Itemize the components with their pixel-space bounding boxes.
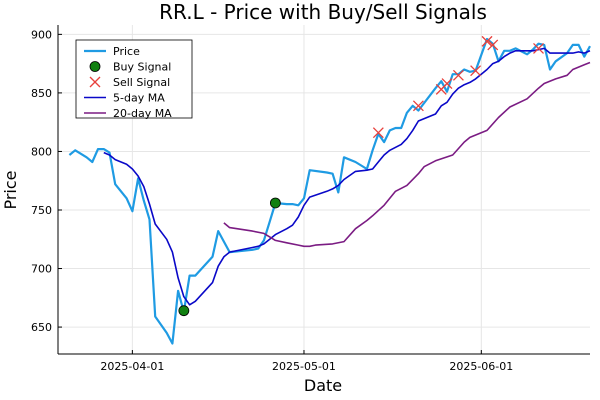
plot-area bbox=[68, 35, 591, 345]
x-tick-label: 2025-05-01 bbox=[272, 360, 336, 373]
sell-signal-stroke bbox=[470, 65, 482, 77]
legend-swatch bbox=[89, 61, 101, 72]
sell-signal-stroke bbox=[372, 127, 384, 139]
legend-box bbox=[75, 39, 193, 119]
legend: Price Buy Signal Sell Signal 5-day MA 20-day… bbox=[75, 39, 193, 120]
sell-signal-stroke bbox=[412, 100, 424, 112]
legend-entry-5-day-ma: 5-day MA bbox=[84, 92, 165, 105]
y-tick-label: 700 bbox=[31, 263, 52, 276]
sell-signal-stroke bbox=[441, 78, 453, 90]
sell-signal-marker bbox=[487, 39, 499, 51]
y-axis-label: Price bbox=[1, 170, 20, 209]
sell-signal-marker bbox=[412, 100, 424, 112]
x-tick-label: 2025-06-01 bbox=[449, 360, 513, 373]
series-line-price bbox=[68, 37, 591, 345]
sell-signal-marker bbox=[481, 35, 493, 47]
sell-signal-marker bbox=[452, 69, 464, 81]
legend-label: 5-day MA bbox=[113, 92, 165, 105]
chart-title: RR.L - Price with Buy/Sell Signals bbox=[159, 0, 487, 24]
y-tick-label: 650 bbox=[31, 321, 52, 334]
buy-signal-marker bbox=[269, 197, 281, 209]
buy-signal-marker bbox=[178, 305, 190, 317]
sell-signal-stroke bbox=[487, 39, 499, 51]
y-tick-label: 900 bbox=[31, 28, 52, 41]
x-tick-label: 2025-04-01 bbox=[100, 360, 164, 373]
sell-signal-stroke bbox=[533, 42, 544, 54]
y-tick-label: 750 bbox=[31, 204, 52, 217]
y-tick-label: 850 bbox=[31, 87, 52, 100]
series-line-20-day-ma bbox=[223, 61, 591, 248]
x-axis-label: Date bbox=[304, 376, 342, 395]
legend-entry-price: Price bbox=[84, 45, 140, 58]
legend-label: 20-day MA bbox=[113, 107, 172, 120]
legend-label: Price bbox=[113, 45, 140, 58]
sell-signal-marker bbox=[533, 42, 544, 54]
y-tick-label: 800 bbox=[31, 145, 52, 158]
sell-signal-stroke bbox=[481, 35, 493, 47]
sell-signal-marker bbox=[470, 65, 482, 77]
legend-swatch bbox=[89, 76, 101, 88]
legend-entry-sell-signal: Sell Signal bbox=[89, 76, 170, 89]
legend-entry-20-day-ma: 20-day MA bbox=[84, 107, 172, 120]
sell-signal-stroke bbox=[452, 69, 464, 81]
sell-signal-marker bbox=[441, 78, 453, 90]
legend-label: Sell Signal bbox=[113, 76, 170, 89]
legend-label: Buy Signal bbox=[113, 61, 171, 74]
sell-signal-marker bbox=[372, 127, 384, 139]
series-line-5-day-ma bbox=[103, 47, 591, 306]
ticks: 650 700 750 800 850 900 2025-04-01 2025-05-01 20… bbox=[31, 28, 513, 373]
legend-entry-buy-signal: Buy Signal bbox=[89, 61, 171, 74]
